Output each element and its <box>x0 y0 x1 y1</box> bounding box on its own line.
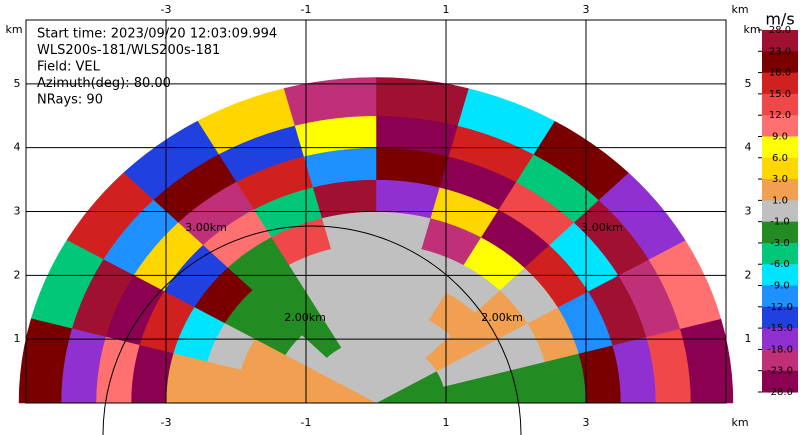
field <box>18 77 734 404</box>
plot-frame <box>25 19 727 404</box>
colorbar-swatch <box>762 179 798 201</box>
colorbar-tick-label: 9.0 <box>772 131 788 142</box>
x-tick-label: 3 <box>583 416 590 429</box>
colorbar-tick-label: -9.0 <box>770 281 790 292</box>
info-line: WLS200s-181/WLS200s-181 <box>37 43 220 58</box>
y-tick-label: 3 <box>14 205 21 218</box>
grid <box>26 20 726 403</box>
x-tick-label: -1 <box>301 416 312 429</box>
colorbar-tick-label: 1.0 <box>772 195 788 206</box>
ring-label: 2.00km <box>481 311 523 324</box>
info-line: Field: VEL <box>37 60 101 75</box>
colorbar-tick-label: -18.0 <box>767 344 793 355</box>
colorbar-tick-label: -3.0 <box>770 238 790 249</box>
colorbar-tick-label: 12.0 <box>769 110 791 121</box>
colorbar-swatch <box>762 306 798 329</box>
y-tick-label: 2 <box>14 268 21 281</box>
colorbar-swatch <box>762 30 798 52</box>
x-unit: km <box>731 416 748 429</box>
y-unit: km <box>5 23 22 36</box>
info-line: Start time: 2023/09/20 12:03:09.994 <box>37 27 277 42</box>
x-tick-label: 3 <box>583 3 590 16</box>
colorbar-swatch <box>762 242 798 265</box>
colorbar-tick-label: -12.0 <box>767 302 793 313</box>
info-line: Azimuth(deg): 80.00 <box>37 76 171 91</box>
y-tick-label: 2 <box>745 268 752 281</box>
colorbar-tick-label: 15.0 <box>769 89 791 100</box>
colorbar-tick-label: -23.0 <box>767 366 793 377</box>
velocity-cell <box>544 353 587 404</box>
ring-label: 2.00km <box>284 311 326 324</box>
x-tick-label: -1 <box>301 3 312 16</box>
colorbar-swatch <box>762 200 798 223</box>
y-tick-label: 1 <box>14 332 21 345</box>
ring-label: 3.00km <box>185 221 227 234</box>
colorbar-swatch <box>762 285 798 308</box>
colorbar-swatch <box>762 221 798 244</box>
colorbar-tick-label: 3.0 <box>772 174 788 185</box>
colorbar-swatch <box>762 349 798 372</box>
range-ring <box>102 225 522 435</box>
velocity-cell <box>165 353 208 404</box>
x-tick-label: 1 <box>443 3 450 16</box>
info-line: NRays: 90 <box>37 93 103 108</box>
colorbar-tick-label: -6.0 <box>770 259 790 270</box>
x-tick-label: -3 <box>161 416 172 429</box>
colorbar-swatch <box>762 136 798 159</box>
colorbar-tick-label: -15.0 <box>767 323 793 334</box>
info-block: Start time: 2023/09/20 12:03:09.994WLS20… <box>37 27 277 108</box>
x-tick-label: 1 <box>443 416 450 429</box>
colorbar-tick-label: -28.0 <box>767 387 793 398</box>
colorbar-tick-label: 6.0 <box>772 153 788 164</box>
y-tick-label: 4 <box>14 141 21 154</box>
y-tick-label: 5 <box>14 77 21 90</box>
colorbar-swatch <box>762 51 798 74</box>
colorbar-tick-label: 18.0 <box>769 68 791 79</box>
colorbar-tick-label: 23.0 <box>769 46 791 57</box>
colorbar: 28.0 23.0 18.0 15.0 12.0 9.0 6.0 3.0 1.0 -1.0 -3.0… <box>758 25 798 398</box>
colorbar-swatch <box>762 264 798 287</box>
velocity-cell <box>375 211 431 250</box>
colorbar-swatch <box>762 115 798 137</box>
y-tick-label: 1 <box>745 332 752 345</box>
colorbar-swatch <box>762 370 798 393</box>
colorbar-swatch <box>762 157 798 180</box>
colorbar-tick-label: -1.0 <box>770 217 790 228</box>
y-unit: km <box>743 23 760 36</box>
colorbar-title: m/s <box>765 10 794 29</box>
velocity-cell <box>321 211 377 250</box>
colorbar-swatch <box>762 328 798 350</box>
colorbar-swatch <box>762 72 798 95</box>
y-tick-label: 3 <box>745 205 752 218</box>
ring-label: 3.00km <box>581 221 623 234</box>
x-tick-label: -3 <box>161 3 172 16</box>
y-tick-label: 5 <box>745 77 752 90</box>
colorbar-tick-label: 28.0 <box>769 25 791 36</box>
y-tick-label: 4 <box>745 141 752 154</box>
colorbar-swatch <box>762 93 798 116</box>
x-unit: km <box>731 3 748 16</box>
